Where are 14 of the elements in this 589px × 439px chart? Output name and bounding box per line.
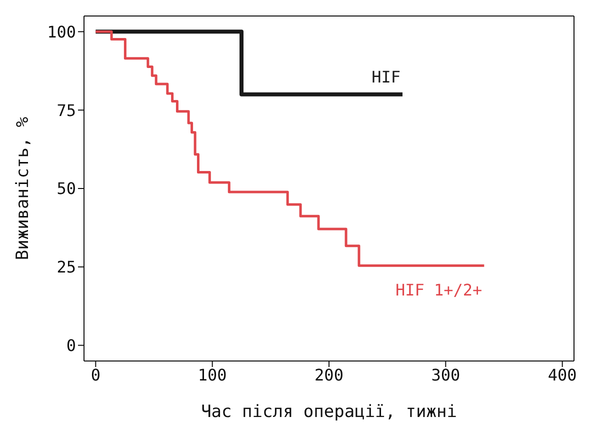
x-tick-label: 400 [548,365,577,384]
series-label: HIF 1+/2+ [395,280,482,300]
x-tick-label: 200 [314,365,344,384]
x-axis-title: Час після операції, тижні [201,402,457,422]
y-tick-label: 25 [56,258,76,277]
y-tick-label: 75 [56,100,76,120]
x-tick-label: 300 [431,365,460,384]
series-label: HIF [372,67,400,86]
y-tick-label: 50 [56,179,76,198]
x-tick-label: 0 [90,365,100,384]
y-tick-label: 100 [47,22,76,42]
y-tick-label: 0 [66,336,76,355]
y-axis-title: Виживаність, % [13,116,34,260]
x-tick-label: 100 [198,365,227,384]
